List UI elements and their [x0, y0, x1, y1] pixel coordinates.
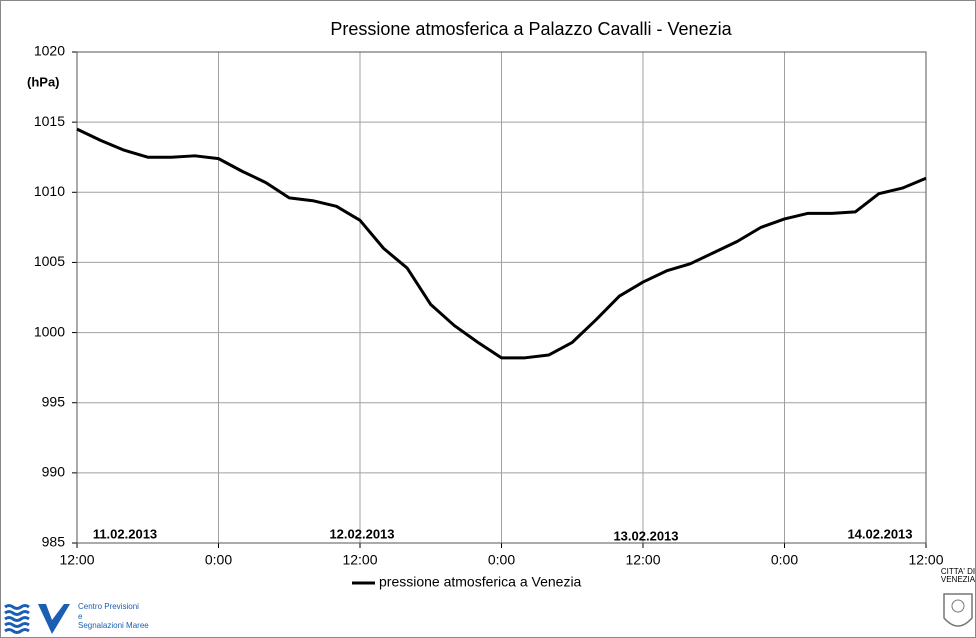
y-tick-label: 1020 [34, 43, 65, 59]
logo-waves [4, 604, 30, 634]
city-emblem: CITTA' DI VENEZIA [941, 567, 976, 627]
x-tick-label: 12:00 [908, 552, 943, 568]
city-text: VENEZIA [941, 575, 976, 584]
y-tick-label: 995 [42, 393, 66, 409]
data-line [76, 127, 927, 360]
logo-v [38, 604, 70, 634]
logo-text: Centro Previsioni [78, 602, 139, 611]
city-shield [943, 593, 973, 627]
logo-text: Segnalazioni Maree [78, 621, 149, 630]
y-tick-label: 985 [42, 534, 66, 550]
logo-text: e [78, 612, 83, 621]
legend-label: pressione atmosferica a Venezia [379, 574, 582, 590]
city-text: CITTA' DI [941, 567, 975, 576]
x-tick-label: 0:00 [488, 552, 515, 568]
date-annotation: 14.02.2013 [847, 526, 912, 541]
y-axis-label: (hPa) [27, 74, 60, 89]
y-tick-label: 1010 [34, 183, 65, 199]
logo: Centro Previsioni e Segnalazioni Maree [4, 602, 149, 634]
date-annotation: 13.02.2013 [613, 528, 678, 543]
x-tick-label: 0:00 [205, 552, 232, 568]
date-annotation: 12.02.2013 [329, 526, 394, 541]
city-lion [951, 599, 965, 613]
x-tick-label: 12:00 [59, 552, 94, 568]
y-tick-label: 1015 [34, 113, 65, 129]
plot-border [76, 51, 927, 544]
x-tick-label: 12:00 [342, 552, 377, 568]
x-tick-label: 12:00 [625, 552, 660, 568]
y-tick-label: 1000 [34, 323, 65, 339]
y-tick-label: 1005 [34, 253, 65, 269]
chart-title: Pressione atmosferica a Palazzo Cavalli … [330, 19, 732, 39]
date-annotation: 11.02.2013 [93, 526, 157, 541]
y-tick-label: 990 [42, 464, 66, 480]
x-tick-label: 0:00 [771, 552, 798, 568]
